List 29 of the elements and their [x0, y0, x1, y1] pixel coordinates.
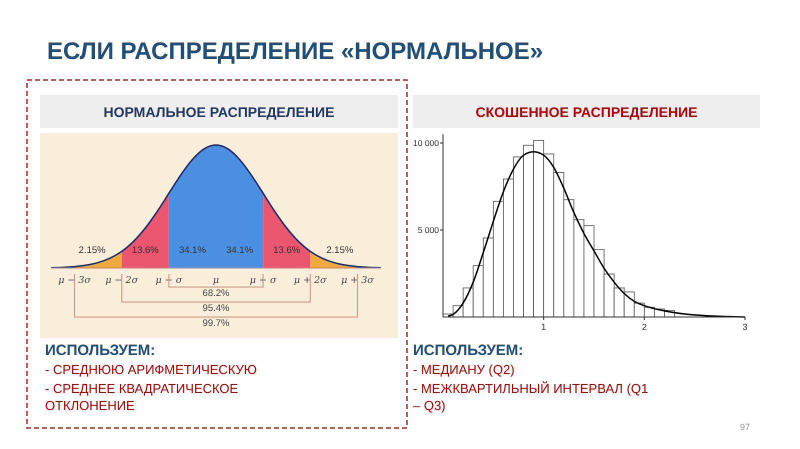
annotation: 34.1% — [178, 245, 206, 256]
x-tick-label: 2 — [642, 322, 647, 332]
text: - МЕДИАНУ (Q2) — [413, 361, 516, 378]
text: - МЕЖКВАРТИЛЬНЫЙ ИНТЕРВАЛ (Q1 – Q3) — [413, 380, 650, 414]
chart-title: СКОШЕННОЕ РАСПРЕДЕЛЕНИЕ — [476, 104, 698, 120]
text: ИСПОЛЬЗУЕМ: — [45, 342, 156, 359]
text: - СРЕДНЮЮ АРИФМЕТИЧЕСКУЮ — [45, 361, 258, 378]
text: 99.7% — [202, 318, 230, 329]
annotation: 13.6% — [132, 245, 160, 256]
x-tick-label: 1 — [541, 322, 546, 332]
y-tick-label: 10 000 — [413, 138, 440, 148]
text: - СРЕДНЕЕ КВАДРАТИЧЕСКОЕ ОТКЛОНЕНИЕ — [45, 380, 240, 414]
text: ЕСЛИ РАСПРЕДЕЛЕНИЕ «НОРМАЛЬНОЕ» — [47, 38, 544, 66]
text: 95.4% — [202, 303, 230, 314]
annotation: 34.1% — [226, 245, 254, 256]
y-tick-label: 5 000 — [418, 225, 440, 235]
text: 97 — [740, 422, 750, 432]
text: 68.2% — [202, 288, 230, 299]
chart-title: НОРМАЛЬНОЕ РАСПРЕДЕЛЕНИЕ — [104, 104, 334, 120]
x-tick-label: μ + 3σ — [341, 275, 374, 286]
x-tick-label: μ − 2σ — [105, 275, 139, 286]
x-tick-label: 3 — [742, 322, 748, 332]
text: ИСПОЛЬЗУЕМ: — [413, 342, 524, 359]
x-tick-label: μ − 3σ — [58, 275, 92, 286]
annotation: 2.15% — [326, 245, 354, 256]
x-tick-label: μ — [212, 275, 220, 286]
x-tick-label: μ + 2σ — [294, 275, 328, 286]
annotation: 2.15% — [78, 245, 106, 256]
annotation: 13.6% — [273, 245, 301, 256]
